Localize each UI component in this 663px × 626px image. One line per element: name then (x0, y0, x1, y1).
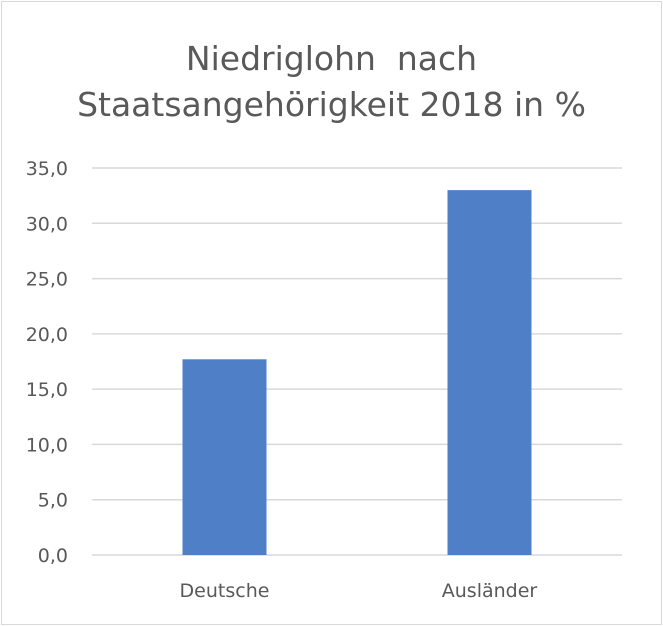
y-tick-label: 25,0 (26, 269, 68, 291)
y-tick-label: 30,0 (26, 213, 68, 235)
chart-title: Niedriglohn nach Staatsangehörigkeit 201… (0, 36, 663, 128)
y-tick-label: 5,0 (38, 490, 68, 512)
x-category-label: Ausländer (442, 580, 538, 602)
chart-title-line-1: Niedriglohn nach (185, 39, 478, 78)
bar-ausländer (447, 190, 532, 555)
bar-deutsche (182, 359, 267, 555)
y-tick-label: 0,0 (38, 545, 68, 567)
y-tick-label: 20,0 (26, 324, 68, 346)
y-axis-tick-labels: 0,0 5,0 10,0 15,0 20,0 25,0 30,0 35,0 (26, 158, 68, 567)
y-tick-label: 35,0 (26, 158, 68, 180)
bars (182, 190, 532, 555)
chart-title-line-2: Staatsangehörigkeit 2018 in % (77, 85, 586, 124)
gridlines (92, 167, 622, 556)
y-tick-label: 10,0 (26, 434, 68, 456)
x-category-label: Deutsche (180, 580, 270, 602)
x-axis-category-labels: Deutsche Ausländer (180, 580, 538, 602)
y-tick-label: 15,0 (26, 379, 68, 401)
